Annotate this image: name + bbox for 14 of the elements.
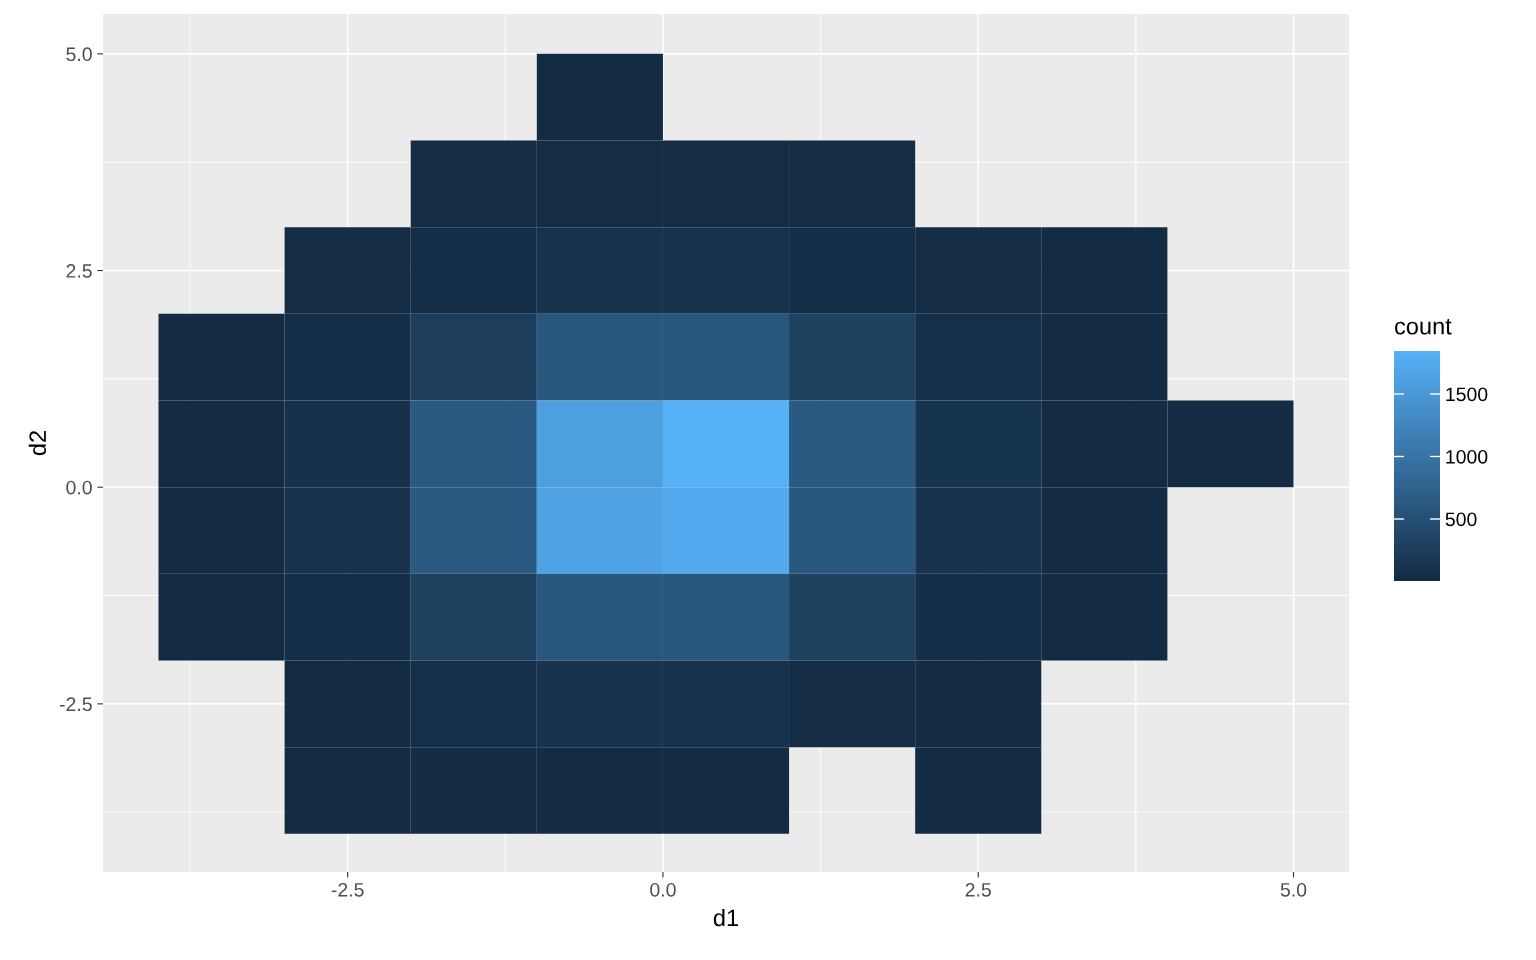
x-tick-label: 0.0 bbox=[650, 882, 676, 897]
color-bar-label: 500 bbox=[1445, 512, 1477, 527]
x-tick-label: 5.0 bbox=[1280, 882, 1307, 897]
x-axis-title: d1 bbox=[713, 908, 738, 927]
y-tick-label: -2.5 bbox=[59, 697, 92, 712]
x-tick-label: -2.5 bbox=[331, 882, 364, 897]
color-bar-label: 1500 bbox=[1446, 387, 1488, 402]
y-tick-label: 0.0 bbox=[66, 480, 92, 495]
y-axis-title: d2 bbox=[28, 431, 47, 456]
color-bar-title: count bbox=[1395, 319, 1452, 335]
y-tick-label: 5.0 bbox=[66, 47, 92, 62]
color-bar-label: 1000 bbox=[1446, 449, 1488, 464]
y-tick-label: 2.5 bbox=[66, 264, 92, 278]
x-tick-label: 2.5 bbox=[965, 882, 991, 897]
